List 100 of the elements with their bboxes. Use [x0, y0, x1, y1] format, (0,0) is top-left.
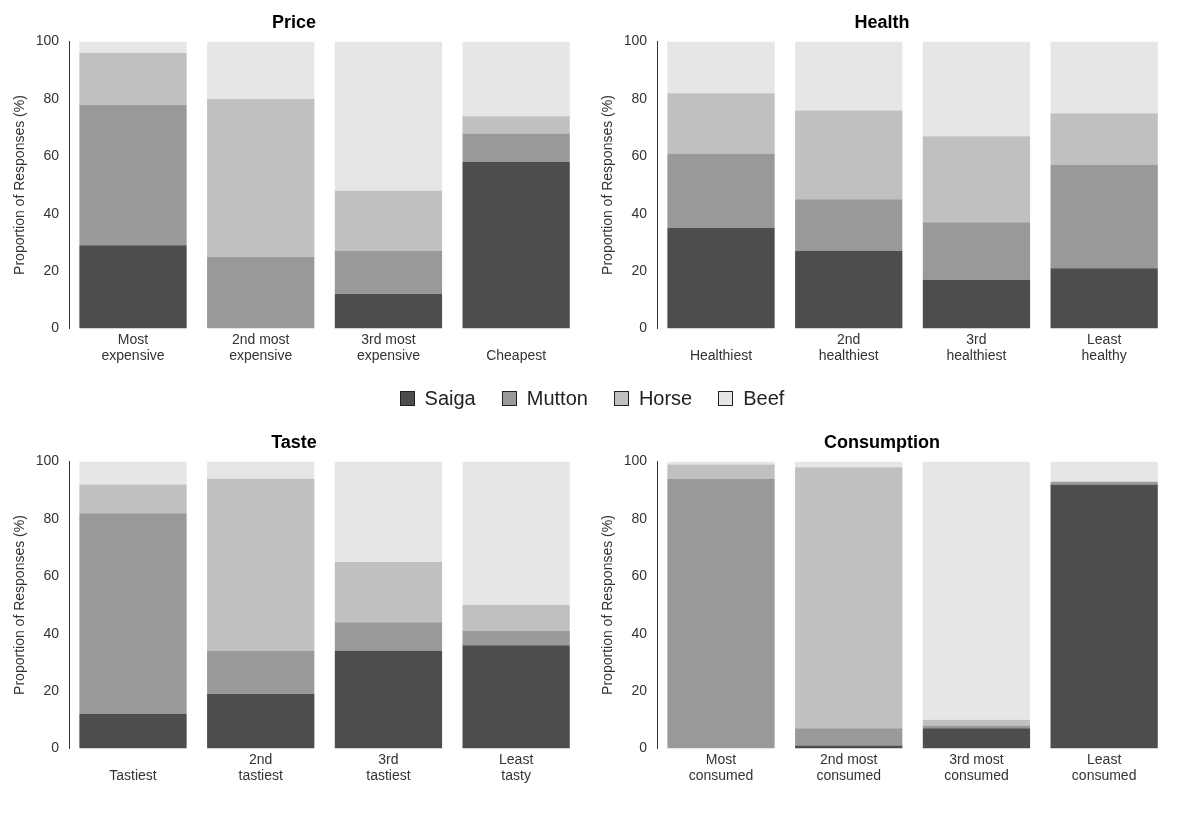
bar — [1050, 41, 1158, 114]
x-tick-label: 2nd most expensive — [229, 330, 293, 364]
x-tick-label: 2nd tastiest — [238, 750, 284, 784]
bar — [795, 110, 903, 200]
y-tick-label: 60 — [43, 147, 60, 164]
x-tick-label: Most consumed — [688, 750, 754, 784]
bar — [207, 650, 315, 694]
bar — [462, 162, 570, 329]
chart-title: Taste — [271, 431, 317, 452]
y-tick-label: 80 — [631, 89, 648, 106]
x-tick-label: 3rd most expensive — [356, 330, 421, 364]
x-tick-label: Healthiest — [689, 347, 753, 364]
y-tick-label: 100 — [35, 32, 60, 49]
y-axis-title: Proportion of Responses (%) — [11, 515, 28, 695]
bar — [334, 461, 443, 562]
x-tick-label: Most expensive — [101, 330, 165, 364]
y-axis-title: Proportion of Responses (%) — [599, 515, 616, 695]
chart-title: Price — [271, 11, 317, 32]
y-tick-label: 60 — [631, 567, 648, 584]
bar — [207, 98, 315, 257]
bar — [334, 190, 443, 251]
legend-label: Mutton — [526, 386, 588, 410]
bar — [667, 153, 775, 229]
bar — [79, 484, 187, 514]
text: Saiga — [424, 386, 476, 410]
y-axis-title: Proportion of Responses (%) — [11, 95, 28, 275]
bar — [667, 464, 775, 479]
bar — [79, 53, 187, 105]
bar — [922, 461, 1031, 720]
bar — [462, 605, 570, 631]
y-tick-label: 80 — [43, 89, 60, 106]
y-tick-label: 40 — [43, 204, 60, 221]
bar — [334, 561, 443, 623]
legend-label: Horse — [638, 386, 693, 410]
x-tick-label: 2nd healthiest — [818, 330, 879, 364]
y-tick-label: 60 — [631, 147, 648, 164]
y-tick-label: 40 — [631, 204, 648, 221]
x-tick-label: 2nd most consumed — [816, 750, 882, 784]
bar — [1050, 461, 1158, 482]
y-tick-label: 0 — [51, 739, 60, 756]
y-tick-label: 20 — [631, 681, 648, 698]
bar — [922, 279, 1031, 329]
bar — [334, 41, 443, 191]
chart-title: Health — [854, 11, 910, 32]
bar — [922, 222, 1031, 280]
bar — [1050, 481, 1158, 485]
bar — [667, 41, 775, 94]
y-tick-label: 40 — [43, 624, 60, 641]
bar — [462, 645, 570, 749]
bar — [795, 250, 903, 329]
bar — [462, 133, 570, 163]
y-tick-label: 60 — [43, 567, 60, 584]
bar — [334, 293, 443, 329]
bar — [462, 41, 570, 117]
x-tick-label: 3rd tastiest — [366, 750, 411, 784]
bar — [1050, 164, 1158, 269]
bar — [334, 622, 443, 651]
bar — [1050, 113, 1158, 165]
bar — [207, 478, 315, 651]
chart-title: Consumption — [824, 431, 940, 452]
bar — [922, 136, 1031, 223]
bar — [334, 250, 443, 294]
bar — [795, 467, 903, 729]
bar — [922, 41, 1031, 137]
bar — [79, 41, 187, 54]
y-tick-label: 100 — [35, 452, 60, 469]
bar — [1050, 268, 1158, 329]
bar — [667, 93, 775, 154]
y-tick-label: 100 — [623, 32, 648, 49]
bar — [79, 513, 187, 714]
bar — [462, 630, 570, 646]
y-tick-label: 0 — [639, 319, 648, 336]
legend-label: Beef — [743, 386, 785, 410]
bar — [79, 461, 187, 485]
y-tick-label: 20 — [43, 681, 60, 698]
x-tick-label: Least healthy — [1081, 330, 1127, 364]
bar — [207, 41, 315, 99]
y-tick-label: 0 — [639, 739, 648, 756]
bar — [1050, 484, 1158, 749]
x-tick-label: Cheapest — [486, 347, 547, 364]
bar — [79, 104, 187, 246]
bar — [79, 713, 187, 749]
bar — [79, 245, 187, 329]
y-tick-label: 0 — [51, 319, 60, 336]
y-tick-label: 80 — [631, 509, 648, 526]
y-tick-label: 40 — [631, 624, 648, 641]
bar — [207, 693, 315, 749]
bar — [667, 478, 775, 749]
bar — [922, 725, 1031, 729]
y-tick-label: 80 — [43, 509, 60, 526]
y-tick-label: 20 — [631, 261, 648, 278]
x-tick-label: 3rd healthiest — [946, 330, 1007, 364]
bar — [207, 461, 315, 479]
x-tick-label: Tastiest — [109, 767, 157, 784]
bar — [795, 41, 903, 111]
bar — [207, 256, 315, 329]
y-axis-title: Proportion of Responses (%) — [599, 95, 616, 275]
bar — [667, 228, 775, 329]
bar — [922, 728, 1031, 749]
y-tick-label: 100 — [623, 452, 648, 469]
